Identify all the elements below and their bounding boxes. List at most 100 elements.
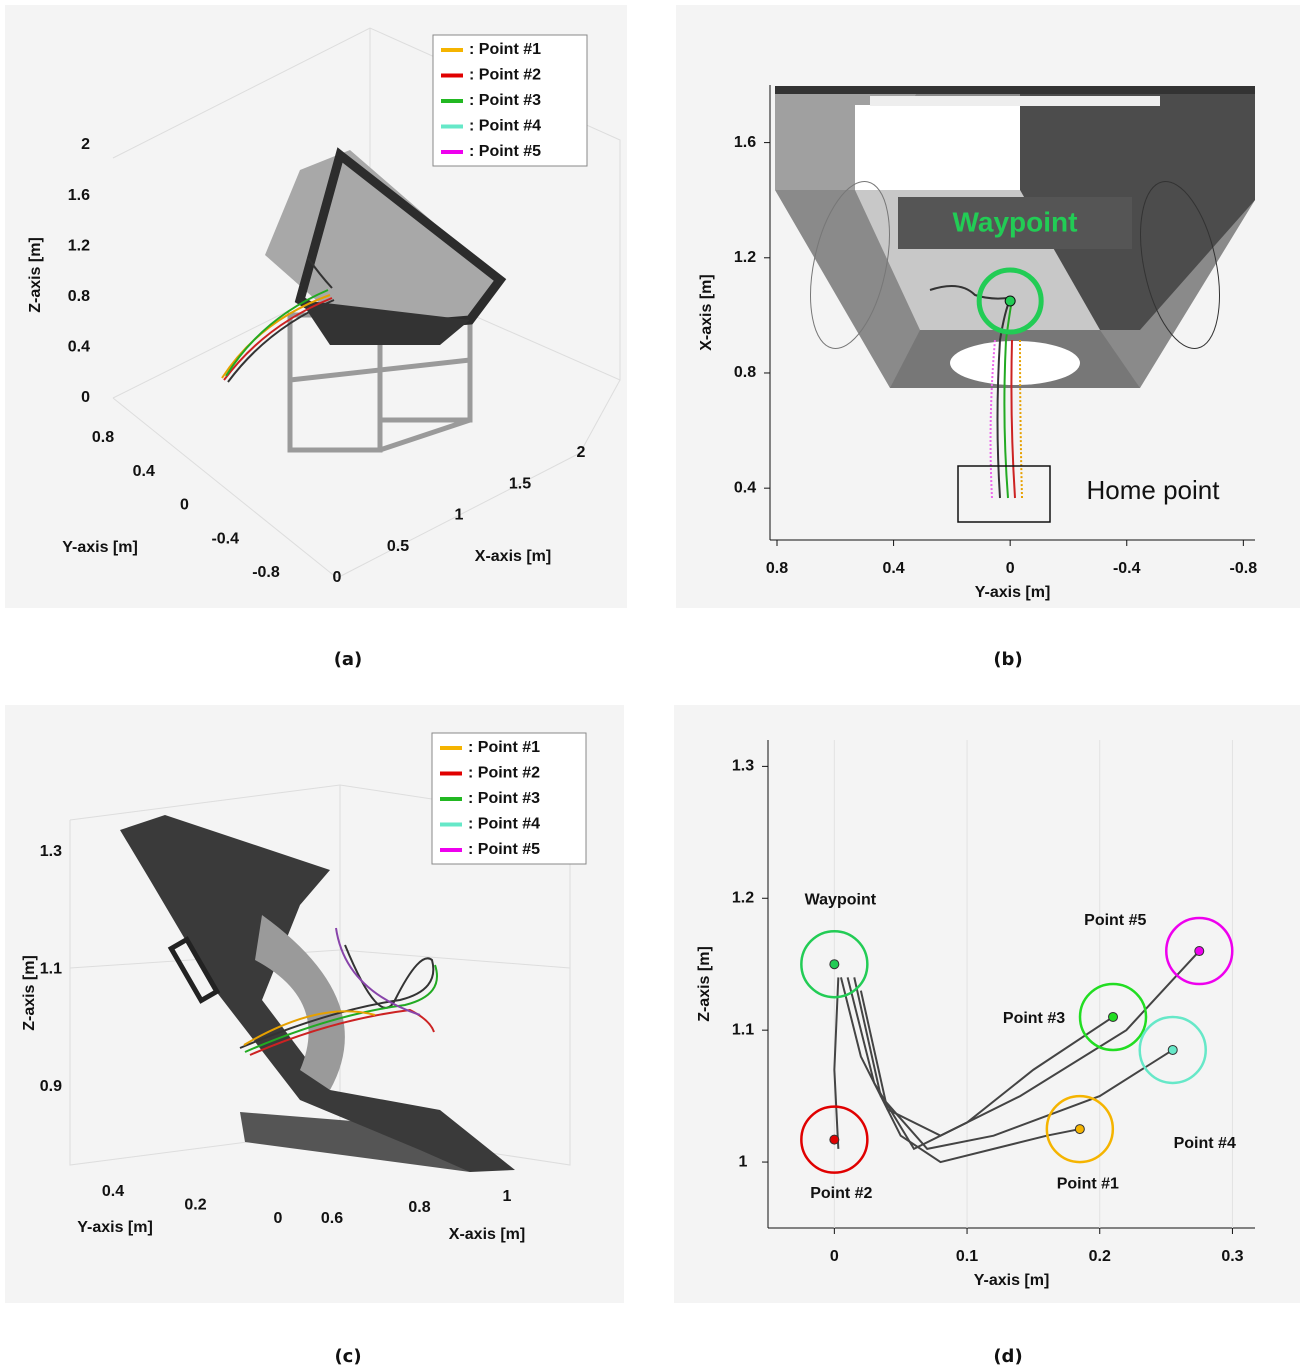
tick-label: 0.8	[68, 288, 90, 305]
x-tick-label: 0.8	[766, 560, 788, 577]
x-tick-label: 0.1	[956, 1248, 978, 1265]
waypoint-marker	[1004, 295, 1016, 307]
target-marker	[1194, 946, 1205, 957]
trajectory	[859, 950, 1201, 1137]
legend-label: : Point #4	[469, 118, 541, 135]
target-ring	[1078, 982, 1148, 1052]
tick-label: 1.3	[40, 843, 62, 860]
x-tick-label: 0.4	[882, 560, 904, 577]
axis-label: Z-axis [m]	[27, 237, 44, 313]
axis-label: Y-axis [m]	[974, 1272, 1050, 1289]
point-label: Point #2	[810, 1185, 872, 1202]
trajectory-c	[239, 927, 438, 1056]
waypoint-label: Waypoint	[953, 206, 1078, 237]
target-marker	[1167, 1044, 1178, 1055]
tick-label: 0.9	[40, 1078, 62, 1095]
axis-label: Y-axis [m]	[77, 1219, 153, 1236]
y-tick-label: 0.4	[734, 479, 756, 496]
machine-c	[120, 815, 515, 1172]
legend-label: : Point #2	[469, 67, 541, 84]
x-tick-label: -0.8	[1230, 560, 1258, 577]
x-tick-label: -0.4	[1113, 560, 1141, 577]
caption: (c)	[334, 1346, 361, 1367]
caption: (b)	[993, 649, 1022, 670]
tick-label: 0	[274, 1210, 283, 1227]
y-tick-label: 0.8	[734, 364, 756, 381]
target-ring	[1165, 916, 1234, 986]
tick-label: -0.4	[211, 530, 239, 547]
tick-label: 1.6	[68, 187, 90, 204]
target-marker	[829, 959, 840, 970]
tick-label: 1.1	[40, 961, 62, 978]
x-tick-label: 0	[1006, 560, 1015, 577]
point-label: Point #5	[1084, 912, 1146, 929]
axis-label: Y-axis [m]	[975, 584, 1051, 601]
y-tick-label: 1.3	[732, 758, 754, 775]
axis-label: Z-axis [m]	[696, 946, 713, 1022]
point-label: Point #3	[1003, 1010, 1065, 1027]
target-ring	[800, 929, 869, 999]
legend-label: : Point #5	[468, 841, 540, 858]
axis-label: X-axis [m]	[698, 274, 715, 350]
caption: (d)	[993, 1346, 1022, 1367]
tick-label: 1.5	[509, 475, 531, 492]
tick-label: 0	[81, 389, 90, 406]
legend-label: : Point #5	[469, 143, 541, 160]
target-ring	[1045, 1094, 1115, 1164]
y-tick-label: 1.2	[732, 889, 754, 906]
tick-label: 0.6	[321, 1210, 343, 1227]
tick-label: 1	[503, 1188, 512, 1205]
tick-label: 0	[333, 569, 342, 586]
caption: (a)	[334, 649, 363, 670]
target-marker	[829, 1134, 840, 1145]
tick-label: 0.4	[133, 463, 155, 480]
trajectory	[853, 977, 1174, 1150]
tick-label: 0.4	[68, 339, 90, 356]
home-box	[957, 465, 1051, 523]
tick-label: 0	[180, 497, 189, 514]
tick-label: 0.4	[102, 1183, 124, 1200]
tick-label: 0.5	[387, 538, 409, 555]
y-tick-label: 1.6	[734, 134, 756, 151]
machine-a	[265, 147, 507, 453]
axis-label: X-axis [m]	[449, 1226, 525, 1243]
tick-label: 1	[455, 507, 464, 524]
legend-label: : Point #1	[468, 739, 540, 756]
target-ring	[800, 1105, 869, 1174]
y-tick-label: 1.2	[734, 249, 756, 266]
tick-label: 1.2	[68, 237, 90, 254]
trajectory-b	[929, 285, 1023, 499]
point-label: Waypoint	[805, 891, 877, 908]
home-label: Home point	[1087, 475, 1221, 505]
legend-label: : Point #1	[469, 41, 541, 58]
axis-label: Y-axis [m]	[62, 539, 138, 556]
tick-label: 0.8	[92, 429, 114, 446]
tick-label: 0.2	[184, 1197, 206, 1214]
trajectory-a	[221, 257, 335, 383]
point-label: Point #4	[1174, 1135, 1236, 1152]
tick-label: -0.8	[252, 564, 280, 581]
axis-label: Z-axis [m]	[21, 955, 38, 1031]
point-label: Point #1	[1057, 1175, 1119, 1192]
y-tick-label: 1.1	[732, 1021, 754, 1038]
trajectory	[833, 977, 840, 1149]
y-tick-label: 1	[739, 1153, 748, 1170]
axis-label: X-axis [m]	[475, 548, 551, 565]
target-marker	[1108, 1011, 1119, 1022]
waypoint-ring	[976, 267, 1044, 335]
legend-label: : Point #4	[468, 816, 540, 833]
legend-label: : Point #2	[468, 765, 540, 782]
machine-b	[775, 86, 1255, 388]
x-tick-label: 0	[830, 1248, 839, 1265]
target-ring	[1138, 1015, 1207, 1085]
panel-bg	[674, 705, 1300, 1303]
target-marker	[1074, 1124, 1085, 1135]
x-tick-label: 0.3	[1221, 1248, 1243, 1265]
x-tick-label: 0.2	[1089, 1248, 1111, 1265]
tick-label: 0.8	[408, 1199, 430, 1216]
tick-label: 2	[577, 444, 586, 461]
legend-label: : Point #3	[469, 92, 541, 109]
tick-label: 2	[81, 136, 90, 153]
